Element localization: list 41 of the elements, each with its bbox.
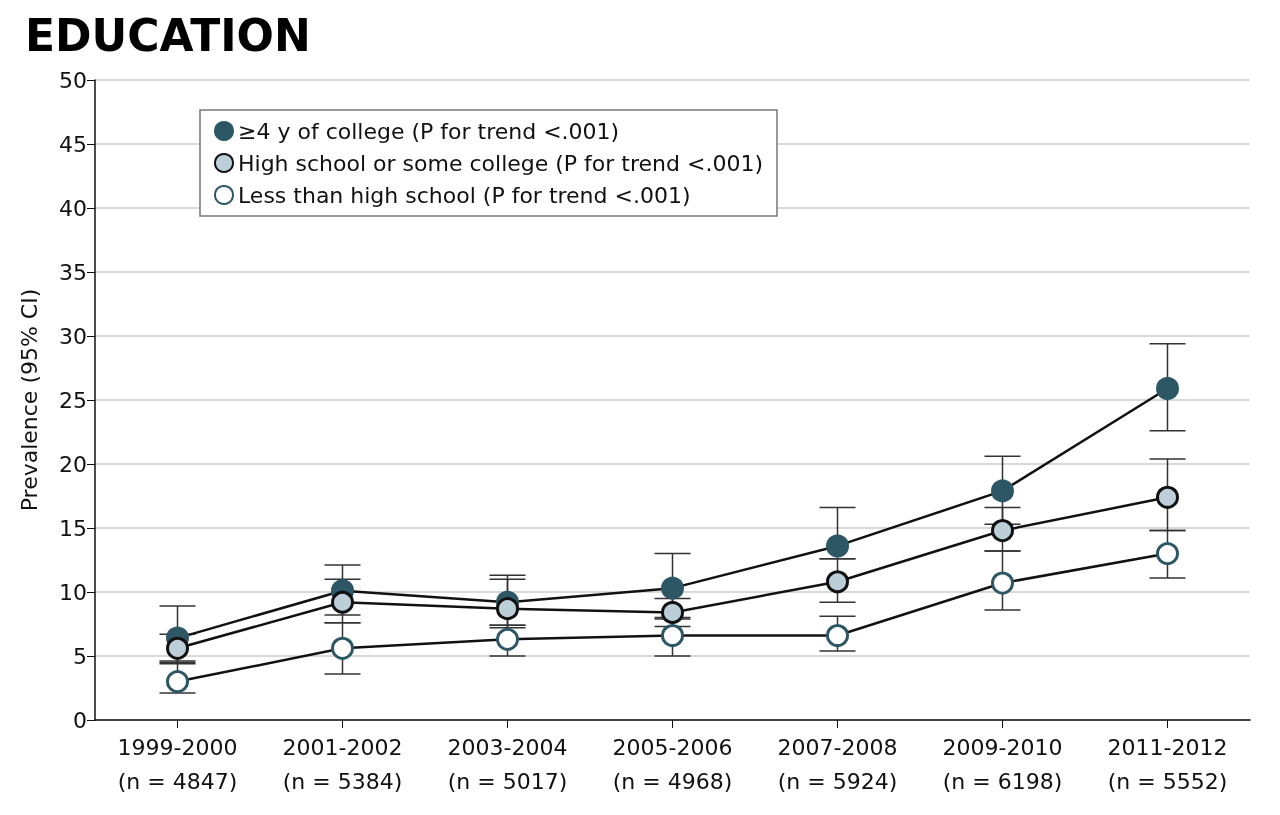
point — [826, 534, 849, 558]
y-tick-label: 45 — [59, 131, 87, 157]
point — [1156, 376, 1179, 400]
y-tick-label: 25 — [59, 387, 87, 413]
x-tick-label: 1999-2000 (n = 4847) — [117, 734, 238, 794]
y-tick-label: 20 — [59, 451, 87, 477]
y-axis-title: Prevalence (95% CI) — [16, 288, 42, 512]
point — [991, 519, 1014, 543]
y-tick-label: 15 — [59, 515, 87, 541]
point — [826, 570, 849, 594]
point — [661, 600, 684, 624]
point — [991, 479, 1014, 503]
point — [331, 590, 354, 614]
legend-label: ≥4 y of college (P for trend <.001) — [238, 118, 620, 144]
legend-label: High school or some college (P for trend <.001) — [238, 150, 763, 176]
y-tick-label: 5 — [73, 643, 87, 669]
x-tick-label: 2009-2010 (n = 6198) — [942, 734, 1063, 794]
x-tick-label: 2001-2002 (n = 5384) — [282, 734, 403, 794]
y-tick-label: 35 — [59, 259, 87, 285]
chart-title: EDUCATION — [25, 9, 311, 61]
point — [331, 636, 354, 660]
point — [826, 624, 849, 648]
x-tick-label: 2005-2006 (n = 4968) — [612, 734, 733, 794]
y-tick-label: 0 — [73, 707, 87, 733]
y-tick-label: 50 — [59, 67, 87, 93]
point — [661, 624, 684, 648]
point — [1156, 542, 1179, 566]
point — [661, 576, 684, 600]
y-tick-label: 30 — [59, 323, 87, 349]
point — [496, 627, 519, 651]
legend-label: Less than high school (P for trend <.001) — [238, 182, 691, 208]
x-tick-label: 2007-2008 (n = 5924) — [777, 734, 898, 794]
y-tick-label: 10 — [59, 579, 87, 605]
point — [166, 636, 189, 660]
y-tick-label: 40 — [59, 195, 87, 221]
point — [1156, 485, 1179, 509]
x-tick-label: 2003-2004 (n = 5017) — [447, 734, 568, 794]
point — [166, 670, 189, 694]
x-tick-label: 2011-2012 (n = 5552) — [1107, 734, 1228, 794]
point — [991, 571, 1014, 595]
point — [496, 597, 519, 621]
